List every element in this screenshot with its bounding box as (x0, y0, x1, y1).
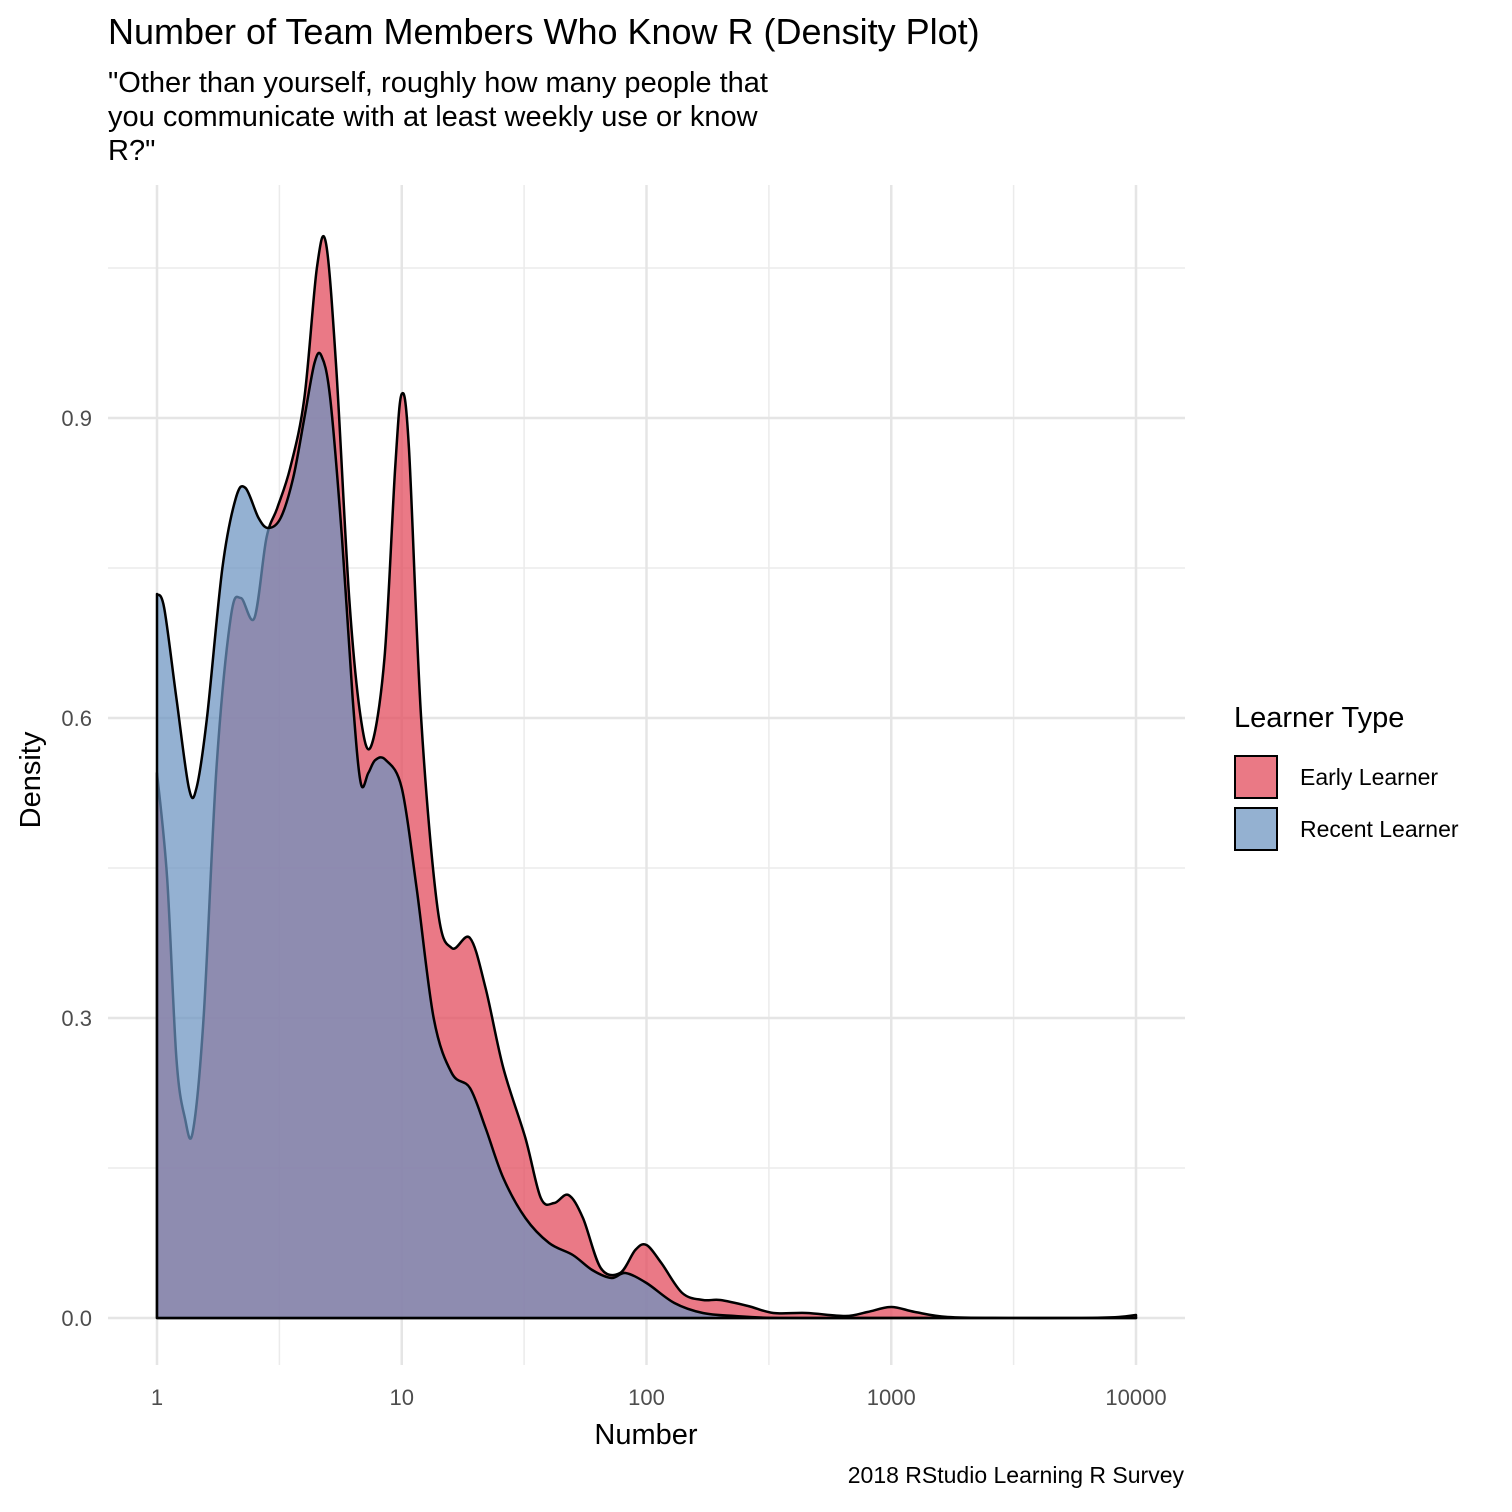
legend-key-early-learner (1234, 755, 1278, 799)
y-axis-title: Density (15, 731, 47, 828)
x-tick-label: 1000 (867, 1385, 916, 1410)
x-tick-label: 100 (628, 1385, 665, 1410)
y-tick-label: 0.9 (61, 406, 92, 431)
legend-item-early-learner: Early Learner (1234, 751, 1459, 803)
legend-title: Learner Type (1234, 702, 1405, 734)
chart-subtitle: "Other than yourself, roughly how many p… (108, 67, 768, 167)
density-areas (155, 234, 1138, 1320)
legend: Learner Type Early Learner Recent Learne… (1234, 702, 1459, 855)
x-axis-title: Number (594, 1419, 697, 1451)
legend-label-early-learner: Early Learner (1300, 763, 1439, 790)
x-tick-label: 10 (390, 1385, 414, 1410)
legend-label-recent-learner: Recent Learner (1300, 815, 1459, 842)
x-tick-label: 10000 (1105, 1385, 1166, 1410)
y-tick-label: 0.6 (61, 706, 92, 731)
density-area-recent-learner (155, 351, 1138, 1320)
legend-key-recent-learner (1234, 807, 1278, 851)
x-tick-label: 1 (151, 1385, 163, 1410)
chart-caption: 2018 RStudio Learning R Survey (847, 1462, 1184, 1488)
x-axis-ticks: 1 10 100 1000 10000 (151, 1385, 1167, 1410)
y-tick-label: 0.0 (61, 1306, 92, 1331)
chart-title: Number of Team Members Who Know R (Densi… (108, 11, 980, 52)
legend-item-recent-learner: Recent Learner (1234, 803, 1459, 855)
y-tick-label: 0.3 (61, 1006, 92, 1031)
y-axis-ticks: 0.0 0.3 0.6 0.9 (61, 406, 92, 1331)
